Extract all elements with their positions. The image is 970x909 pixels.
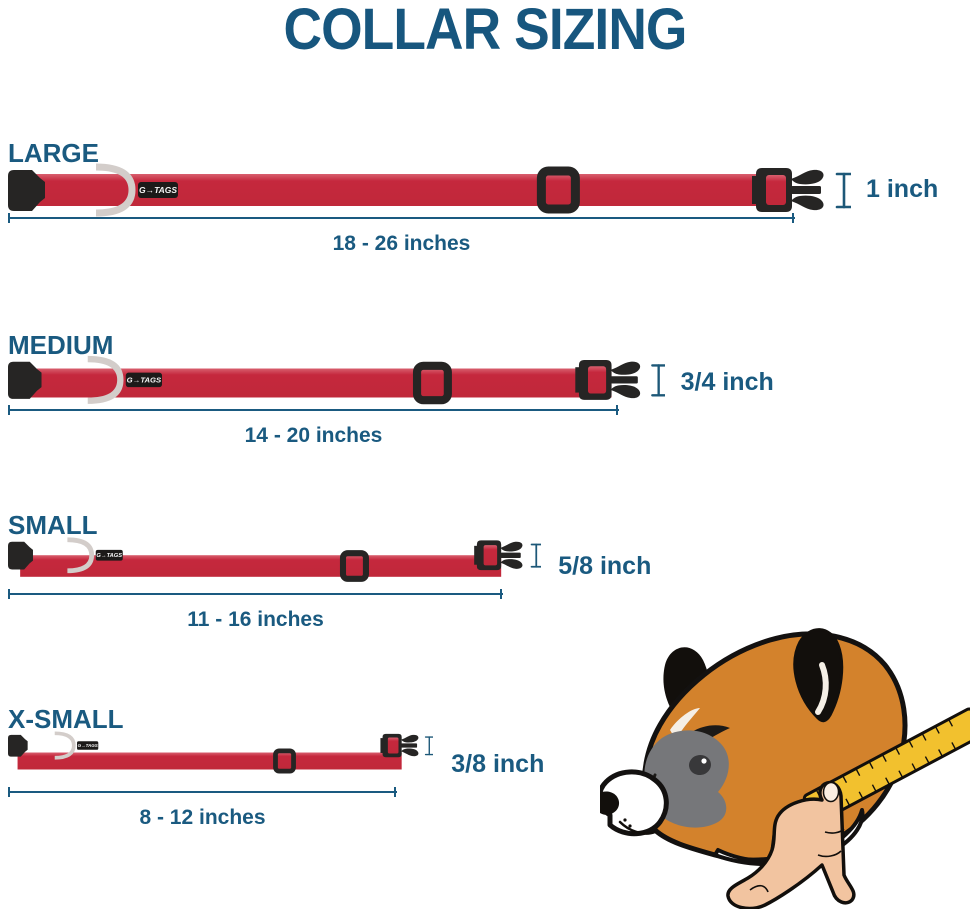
svg-text:G→TAGS: G→TAGS (139, 185, 177, 195)
svg-text:G→TAGS: G→TAGS (78, 743, 98, 748)
svg-text:G→TAGS: G→TAGS (96, 553, 122, 559)
svg-text:G→TAGS: G→TAGS (127, 376, 162, 385)
